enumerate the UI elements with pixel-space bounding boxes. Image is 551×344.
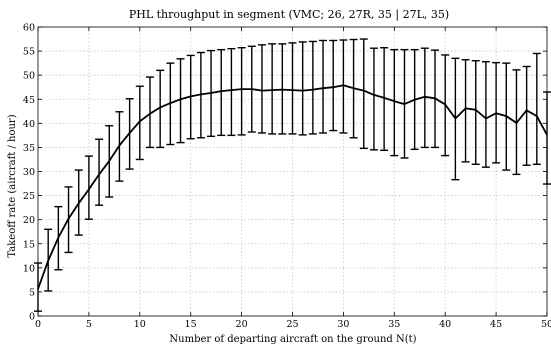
x-axis-label: Number of departing aircraft on the grou…: [169, 334, 416, 344]
series-line: [37, 84, 548, 290]
y-tick-label: 30: [23, 167, 35, 178]
series-group: [37, 84, 548, 290]
x-tick-label: 50: [541, 319, 551, 330]
x-tick-label: 35: [388, 319, 400, 330]
axes: 0 5 10 15 20 25 30 35 40 45 50 0 5 10 15 20 25 30 35 40 45 50…: [23, 23, 551, 331]
grid: [38, 27, 547, 316]
y-tick-label: 55: [23, 47, 35, 58]
y-tick-label: 40: [23, 119, 35, 130]
y-tick-label: 25: [23, 191, 35, 202]
x-tick-label: 45: [490, 319, 502, 330]
x-tick-label: 15: [185, 319, 197, 330]
y-tick-label: 50: [23, 71, 35, 82]
y-axis-label: Takeoff rate (aircraft / hour): [7, 114, 18, 257]
x-tick-label: 0: [35, 319, 41, 330]
x-tick-label: 5: [86, 319, 92, 330]
x-tick-label: 30: [337, 319, 349, 330]
y-tick-label: 15: [23, 239, 35, 250]
y-tick-label: 10: [23, 263, 35, 274]
y-tick-label: 35: [23, 143, 35, 154]
x-tick-label: 40: [439, 319, 451, 330]
y-tick-label: 0: [29, 312, 35, 323]
y-tick-label: 45: [23, 95, 35, 106]
y-tick-label: 5: [29, 287, 35, 298]
x-tick-label: 10: [134, 319, 146, 330]
chart-title: PHL throughput in segment (VMC; 26, 27R,…: [129, 8, 449, 22]
x-tick-label: 25: [286, 319, 298, 330]
y-tick-label: 20: [23, 215, 35, 226]
y-tick-label: 60: [23, 23, 35, 34]
x-tick-label: 20: [236, 319, 248, 330]
